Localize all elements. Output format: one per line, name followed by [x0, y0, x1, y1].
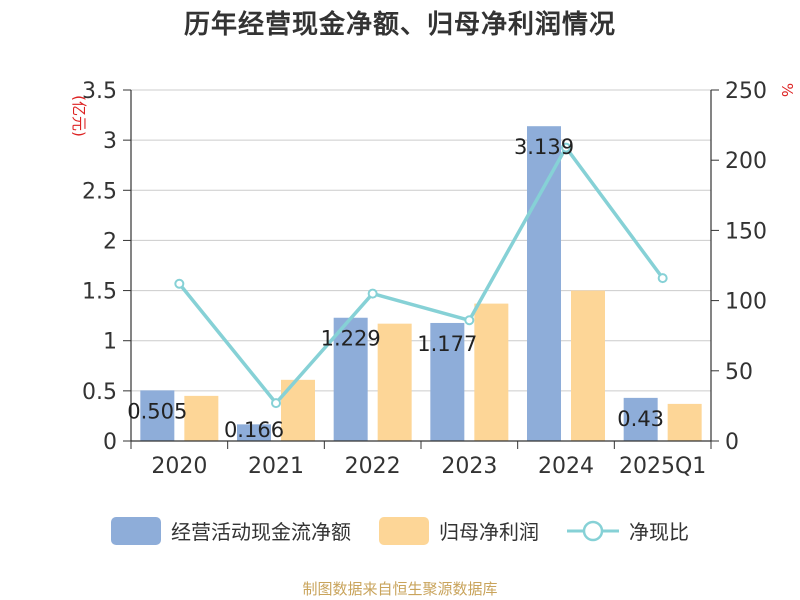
legend: 经营活动现金流净额 归母净利润 净现比	[0, 516, 800, 545]
bar-net-profit	[377, 323, 412, 441]
bar-net-profit	[474, 303, 509, 441]
bar-cashflow	[237, 424, 271, 441]
x-tick-label: 2025Q1	[619, 454, 706, 479]
y-left-unit-label: (亿元)	[70, 95, 88, 137]
data-label-cashflow: 0.505	[127, 399, 187, 423]
x-tick-label: 2021	[248, 454, 304, 479]
y-left-tick-label: 3.5	[82, 79, 117, 104]
point-ratio	[657, 273, 668, 284]
point-ratio	[174, 278, 185, 289]
y-right-tick-label: 150	[725, 219, 767, 244]
x-tick-label: 2024	[538, 454, 594, 479]
legend-item-cashflow[interactable]: 经营活动现金流净额	[111, 516, 351, 545]
legend-item-ratio[interactable]: 净现比	[567, 516, 689, 545]
x-tick-label: 2023	[441, 454, 497, 479]
y-left-tick-label: 3	[103, 129, 117, 154]
bar-net-profit	[184, 395, 219, 441]
bar-net-profit	[281, 379, 315, 441]
data-label-cashflow: 0.43	[617, 407, 664, 431]
data-label-cashflow: 3.139	[514, 135, 574, 159]
data-label-cashflow: 0.166	[224, 418, 284, 442]
y-left-tick-label: 0	[103, 430, 117, 455]
y-right-tick-label: 200	[725, 149, 767, 174]
bar-cashflow	[623, 397, 658, 441]
legend-label-cashflow: 经营活动现金流净额	[171, 520, 351, 544]
y-right-unit-label: %	[778, 83, 796, 97]
point-ratio	[367, 288, 378, 299]
bar-cashflow	[527, 126, 561, 442]
chart-title: 历年经营现金净额、归母净利润情况	[183, 10, 616, 40]
legend-label-ratio: 净现比	[629, 520, 689, 544]
legend-swatch-cashflow	[111, 516, 161, 545]
y-left-tick-label: 1	[103, 330, 117, 355]
point-ratio	[271, 398, 281, 409]
y-right-tick-label: 250	[725, 79, 767, 104]
bar-net-profit	[667, 403, 702, 441]
bar-cashflow	[140, 390, 175, 441]
series-line-ratio	[177, 145, 665, 405]
data-label-cashflow: 1.229	[321, 327, 381, 351]
x-tick-label: 2022	[345, 454, 401, 479]
data-label-cashflow: 1.177	[417, 332, 477, 356]
y-left-tick-label: 2.5	[82, 179, 117, 204]
legend-item-net-profit[interactable]: 归母净利润	[379, 516, 539, 545]
bar-cashflow	[333, 317, 368, 441]
y-left-tick-label: 0.5	[82, 380, 117, 405]
bar-cashflow	[430, 322, 465, 441]
point-ratio	[561, 142, 571, 153]
x-tick-label: 2020	[151, 454, 207, 479]
y-right-tick-label: 0	[725, 430, 739, 455]
y-left-tick-label: 1.5	[82, 280, 117, 305]
data-source-note: 制图数据来自恒生聚源数据库	[302, 580, 498, 598]
y-left-tick-label: 2	[103, 229, 117, 254]
bar-net-profit	[571, 290, 605, 441]
legend-swatch-net-profit	[379, 516, 429, 545]
y-right-tick-label: 50	[725, 360, 753, 385]
legend-swatch-ratio	[567, 520, 619, 541]
legend-label-net-profit: 归母净利润	[439, 520, 539, 544]
point-ratio	[464, 315, 475, 326]
y-right-tick-label: 100	[725, 290, 767, 315]
